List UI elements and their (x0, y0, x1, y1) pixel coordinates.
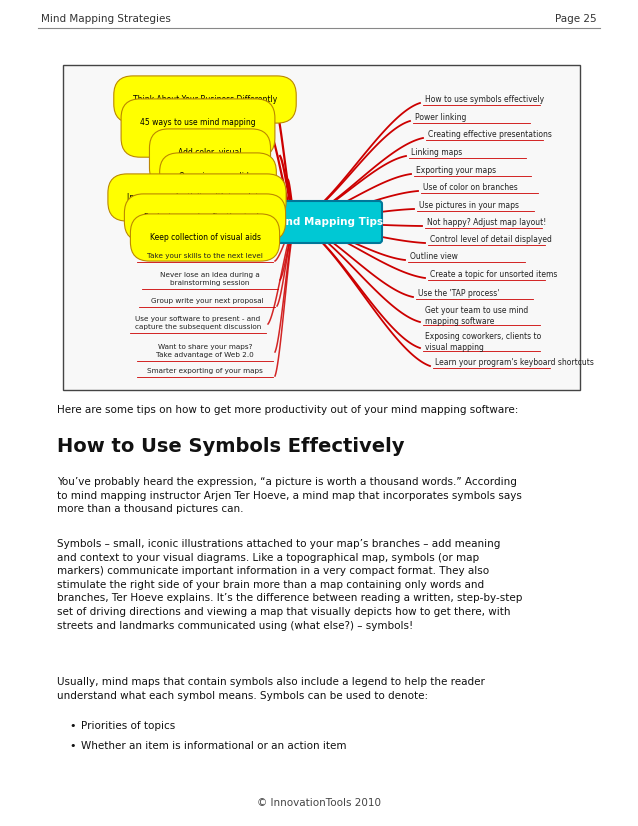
FancyBboxPatch shape (208, 201, 382, 243)
Text: Use pictures in your maps: Use pictures in your maps (419, 201, 519, 210)
Text: Create a topic for unsorted items: Create a topic for unsorted items (430, 270, 558, 279)
Text: © InnovationTools 2010: © InnovationTools 2010 (257, 798, 381, 808)
Text: Think About Your Business Differently: Think About Your Business Differently (133, 95, 277, 104)
Text: Want to share your maps?
Take advantage of Web 2.0: Want to share your maps? Take advantage … (156, 344, 254, 358)
Text: Outline view: Outline view (410, 252, 458, 261)
Text: You’ve probably heard the expression, “a picture is worth a thousand words.” Acc: You’ve probably heard the expression, “a… (57, 477, 523, 515)
Text: Exporting your maps: Exporting your maps (416, 166, 496, 175)
Text: Page 25: Page 25 (555, 14, 597, 24)
Text: Use of color on branches: Use of color on branches (423, 183, 518, 192)
Text: Improve productivity with templates: Improve productivity with templates (127, 193, 267, 202)
Text: Linking maps: Linking maps (411, 148, 463, 157)
Text: Priorities of topics: Priorities of topics (82, 721, 175, 731)
Text: Keep collection of visual aids: Keep collection of visual aids (149, 233, 260, 242)
Text: •: • (70, 741, 76, 751)
Text: •: • (70, 721, 76, 731)
Text: Exposing coworkers, clients to
visual mapping: Exposing coworkers, clients to visual ma… (425, 332, 541, 352)
Text: Chapter 2: Mind Mapping Tips: Chapter 2: Mind Mapping Tips (207, 217, 383, 227)
Text: Mind Mapping Strategies: Mind Mapping Strategies (41, 14, 172, 24)
Text: Power linking: Power linking (415, 113, 466, 122)
Text: 45 ways to use mind mapping
software for business: 45 ways to use mind mapping software for… (140, 118, 256, 138)
Text: Brainstorm using floating topics: Brainstorm using floating topics (144, 213, 267, 222)
Text: Organize your slides: Organize your slides (179, 172, 257, 181)
Text: How to Use Symbols Effectively: How to Use Symbols Effectively (57, 437, 405, 456)
Text: Never lose an idea during a
brainstorming session: Never lose an idea during a brainstormin… (160, 272, 260, 286)
Text: Not happy? Adjust map layout!: Not happy? Adjust map layout! (427, 218, 546, 227)
Text: Take your skills to the next level: Take your skills to the next level (147, 253, 263, 259)
Text: Usually, mind maps that contain symbols also include a legend to help the reader: Usually, mind maps that contain symbols … (57, 677, 486, 700)
Text: Whether an item is informational or an action item: Whether an item is informational or an a… (82, 741, 347, 751)
Text: Group write your next proposal: Group write your next proposal (151, 298, 263, 304)
Text: Get your team to use mind
mapping software: Get your team to use mind mapping softwa… (425, 306, 528, 326)
Text: Control level of detail displayed: Control level of detail displayed (430, 235, 552, 244)
Text: Add color, visual
interest to your maps: Add color, visual interest to your maps (168, 148, 251, 169)
Text: Use the 'TAP process': Use the 'TAP process' (418, 289, 500, 298)
Text: Here are some tips on how to get more productivity out of your mind mapping soft: Here are some tips on how to get more pr… (57, 405, 519, 415)
Text: How to use symbols effectively: How to use symbols effectively (425, 95, 544, 104)
Text: Symbols – small, iconic illustrations attached to your map’s branches – add mean: Symbols – small, iconic illustrations at… (57, 539, 523, 630)
Bar (63, 65, 580, 390)
Text: Creating effective presentations: Creating effective presentations (428, 130, 552, 139)
Text: Learn your program's keyboard shortcuts: Learn your program's keyboard shortcuts (435, 358, 594, 367)
Text: Smarter exporting of your maps: Smarter exporting of your maps (147, 368, 263, 374)
Text: Use your software to present - and
capture the subsequent discussion: Use your software to present - and captu… (135, 316, 261, 330)
